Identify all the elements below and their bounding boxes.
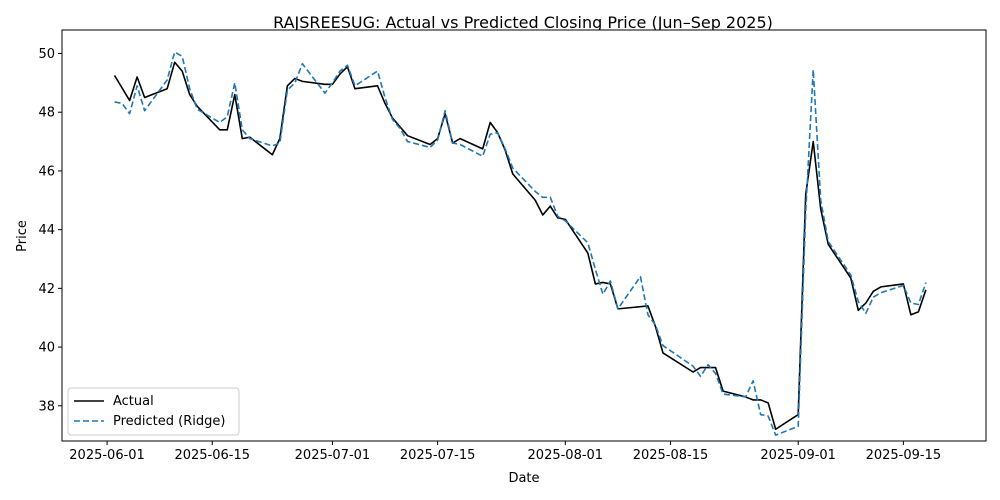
x-tick-label: 2025-07-01 — [295, 448, 371, 463]
y-tick-label: 44 — [38, 223, 55, 238]
legend-label-actual: Actual — [113, 394, 154, 409]
x-tick-label: 2025-09-15 — [866, 448, 942, 463]
chart-title: RAJSREESUG: Actual vs Predicted Closing … — [273, 13, 773, 32]
x-tick-label: 2025-07-15 — [400, 448, 476, 463]
y-axis-ticks: 38 40 42 44 46 48 50 — [38, 47, 62, 414]
y-tick-label: 48 — [38, 106, 55, 121]
x-axis-label: Date — [508, 471, 539, 486]
y-tick-label: 42 — [38, 282, 55, 297]
series-line-predicted — [114, 51, 927, 436]
y-tick-label: 46 — [38, 164, 55, 179]
y-tick-label: 38 — [38, 399, 55, 414]
legend-label-predicted: Predicted (Ridge) — [113, 414, 225, 429]
y-tick-label: 50 — [38, 47, 55, 62]
x-tick-label: 2025-06-01 — [69, 448, 145, 463]
series-layer — [113, 51, 927, 436]
y-tick-label: 40 — [38, 341, 55, 356]
plot-area — [62, 30, 986, 441]
x-tick-label: 2025-06-15 — [174, 448, 250, 463]
y-axis-label: Price — [15, 220, 30, 252]
legend: Actual Predicted (Ridge) — [67, 387, 240, 436]
x-axis-ticks: 2025-06-01 2025-06-15 2025-07-01 2025-07-15… — [69, 441, 941, 463]
x-tick-label: 2025-08-15 — [633, 448, 709, 463]
x-tick-label: 2025-09-01 — [760, 448, 836, 463]
x-tick-label: 2025-08-01 — [528, 448, 604, 463]
plot-frame — [61, 29, 987, 442]
legend-box — [67, 387, 240, 436]
